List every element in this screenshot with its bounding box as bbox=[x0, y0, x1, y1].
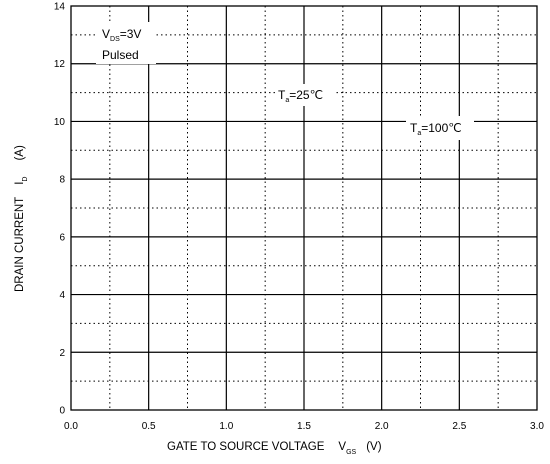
pulsed-label: Pulsed bbox=[102, 48, 139, 62]
y-tick-labels: 0 2 4 6 8 10 12 14 bbox=[54, 2, 66, 417]
condition-label-bg bbox=[96, 22, 156, 64]
x-tick-label: 1.5 bbox=[297, 421, 311, 432]
x-tick-label: 0.0 bbox=[64, 421, 78, 432]
plot-frame bbox=[70, 5, 538, 411]
t100-label: Ta=100℃ bbox=[410, 121, 462, 137]
y-tick-label: 4 bbox=[59, 290, 65, 301]
t25-label-bg bbox=[275, 84, 335, 106]
x-tick-label: 2.5 bbox=[452, 421, 466, 432]
y-tick-label: 14 bbox=[54, 2, 66, 13]
x-tick-label: 2.0 bbox=[375, 421, 389, 432]
y-tick-label: 6 bbox=[59, 232, 65, 243]
x-tick-label: 0.5 bbox=[142, 421, 156, 432]
y-tick-label: 8 bbox=[59, 175, 65, 186]
major-gridlines bbox=[71, 6, 537, 410]
x-tick-labels: 0.0 0.5 1.0 1.5 2.0 2.5 3.0 bbox=[64, 421, 544, 432]
y-tick-label: 0 bbox=[59, 406, 65, 417]
x-tick-label: 3.0 bbox=[530, 421, 544, 432]
y-axis-label: DRAIN CURRENTID(A) bbox=[14, 145, 29, 292]
y-tick-label: 2 bbox=[59, 348, 65, 359]
y-tick-label: 10 bbox=[54, 117, 66, 128]
condition-label: VDS=3V bbox=[102, 27, 141, 43]
x-axis-label: GATE TO SOURCE VOLTAGE VGS (V) bbox=[167, 441, 382, 456]
y-tick-label: 12 bbox=[54, 59, 66, 70]
t100-label-bg bbox=[406, 116, 474, 140]
x-tick-label: 1.0 bbox=[219, 421, 233, 432]
t25-label: Ta=25℃ bbox=[278, 88, 323, 104]
